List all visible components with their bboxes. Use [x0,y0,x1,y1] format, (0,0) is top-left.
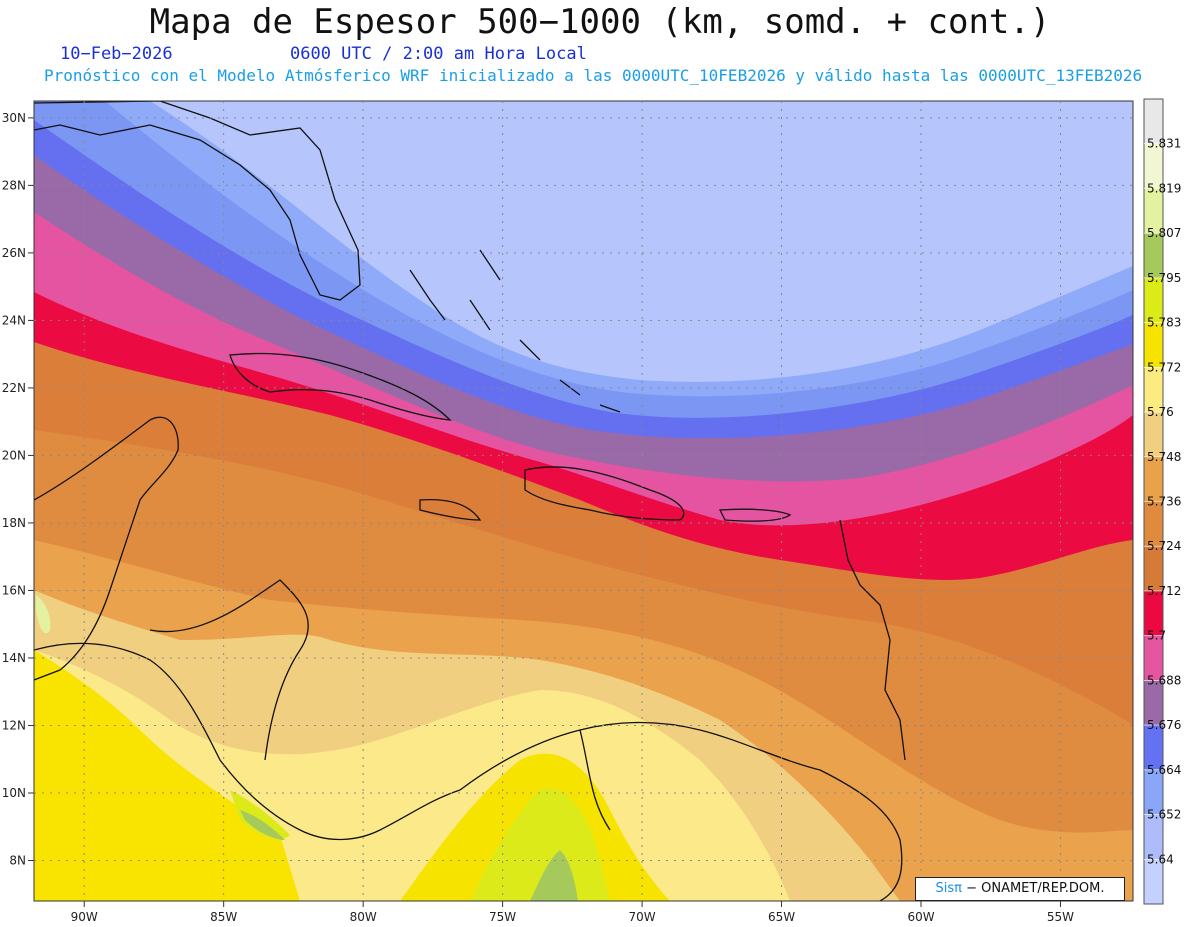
lat-tick-label: 18N [2,516,26,530]
colorbar-swatch [1144,769,1163,816]
colorbar-swatch [1144,456,1163,502]
colorbar-swatch [1144,501,1163,547]
thickness-field [34,101,1133,901]
credit-box: Sisπ − ONAMET/REP.DOM. [915,877,1125,901]
lat-tick-label: 10N [2,786,26,800]
colorbar-label: 5.64 [1147,852,1174,866]
colorbar-swatch [1144,546,1163,592]
lat-tick-label: 16N [2,583,26,597]
lon-tick-label: 85W [210,910,237,924]
colorbar-swatch [1144,143,1163,189]
lat-tick-label: 30N [2,111,26,125]
colorbar: 5.831 5.819 5.807 5.795 5.783 5.772 5.76 5.748 5… [1143,98,1181,905]
lat-tick-label: 24N [2,313,26,327]
lon-tick-label: 70W [629,910,656,924]
colorbar-swatch [1144,814,1163,860]
colorbar-label: 5.795 [1147,271,1181,285]
colorbar-swatch [1144,99,1163,145]
latitude-axis: 30N 28N 26N 24N 22N 20N 18N 16N 14N 12N 10N 8N [2,111,34,867]
colorbar-label: 5.831 [1147,137,1181,151]
colorbar-label: 5.664 [1147,763,1181,777]
credit-text: − ONAMET/REP.DOM. [961,881,1105,896]
colorbar-label: 5.688 [1147,673,1181,687]
lat-tick-label: 8N [9,853,26,867]
sispi-logo: Sisπ [935,881,962,896]
colorbar-label: 5.712 [1147,584,1181,598]
lat-tick-label: 22N [2,381,26,395]
lon-tick-label: 90W [71,910,98,924]
forecast-date: 10−Feb−2026 [60,44,173,64]
lat-tick-label: 20N [2,448,26,462]
colorbar-swatch [1144,367,1163,413]
graticule [34,101,1133,901]
colorbar-label: 5.819 [1147,181,1181,195]
lat-tick-label: 26N [2,246,26,260]
coastlines [34,101,906,901]
colorbar-swatch [1144,590,1163,637]
colorbar-label: 5.783 [1147,316,1181,330]
colorbar-label: 5.772 [1147,360,1181,374]
colorbar-swatch [1144,725,1163,771]
lon-tick-label: 65W [768,910,795,924]
colorbar-swatch [1144,188,1163,234]
lat-tick-label: 14N [2,651,26,665]
colorbar-label: 5.736 [1147,495,1181,509]
colorbar-swatch [1144,277,1163,324]
colorbar-label: 5.76 [1147,405,1174,419]
colorbar-label: 5.7 [1147,629,1166,643]
colorbar-label: 5.807 [1147,226,1181,240]
lat-tick-label: 28N [2,178,26,192]
lon-tick-label: 55W [1047,910,1074,924]
lon-tick-label: 80W [350,910,377,924]
lat-tick-label: 12N [2,718,26,732]
colorbar-label: 5.748 [1147,450,1181,464]
forecast-time: 0600 UTC / 2:00 am Hora Local [290,44,587,64]
model-description: Pronóstico con el Modelo Atmósferico WRF… [44,66,1143,85]
map-frame [33,100,1134,902]
longitude-axis: 90W 85W 80W 75W 70W 65W 60W 55W [71,901,1074,924]
colorbar-swatch [1144,680,1163,726]
lon-tick-label: 75W [489,910,516,924]
colorbar-swatch [1144,412,1163,458]
lon-tick-label: 60W [907,910,934,924]
colorbar-label: 5.724 [1147,539,1181,553]
colorbar-swatch [1144,859,1163,905]
colorbar-swatch [1144,322,1163,368]
colorbar-swatch [1144,635,1163,681]
colorbar-label: 5.652 [1147,808,1181,822]
map-title: Mapa de Espesor 500−1000 (km, somd. + co… [149,2,1051,42]
colorbar-label: 5.676 [1147,718,1181,732]
colorbar-swatch [1144,233,1163,279]
